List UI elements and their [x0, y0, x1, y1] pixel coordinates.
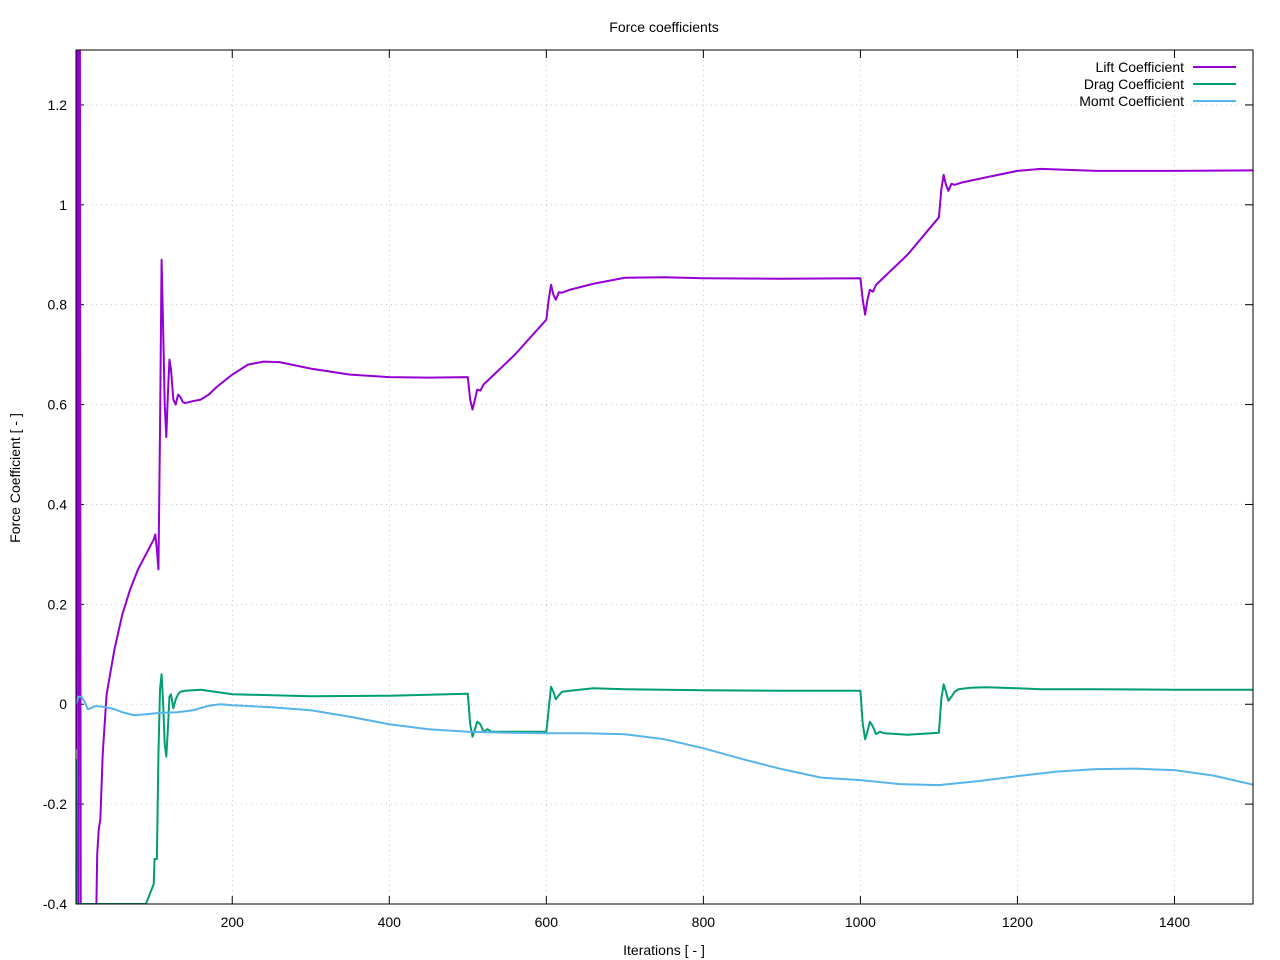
x-tick-label: 400 [378, 914, 402, 930]
x-tick-label: 1200 [1002, 914, 1033, 930]
axis-ticks: 200 400 600 800 1000 1200 1400 -0.4 -0.2 0 0.2 0.4 0… [43, 50, 1253, 930]
x-tick-label: 800 [692, 914, 716, 930]
chart-title: Force coefficients [609, 19, 718, 35]
plot-frame [75, 49, 1254, 905]
x-tick-label: 600 [535, 914, 559, 930]
momt-coefficient-line [76, 695, 1253, 787]
y-tick-label: -0.2 [43, 796, 67, 812]
x-tick-label: 1400 [1159, 914, 1190, 930]
series-layer [76, 50, 1253, 904]
y-tick-label: 0.2 [48, 596, 68, 612]
y-tick-label: 0 [59, 696, 67, 712]
y-tick-label: 0.6 [48, 397, 68, 413]
drag-coefficient-line [76, 673, 1253, 904]
y-tick-label: 1.2 [48, 97, 68, 113]
legend-label-drag-coefficient: Drag Coefficient [1084, 76, 1184, 92]
grid [76, 50, 1253, 905]
legend-label-momt-coefficient: Momt Coefficient [1079, 93, 1184, 109]
legend-label-lift-coefficient: Lift Coefficient [1096, 59, 1185, 75]
x-axis-label: Iterations [ - ] [623, 942, 705, 958]
lift-coefficient-line [76, 50, 1253, 904]
y-tick-label: 1 [59, 197, 67, 213]
x-tick-label: 200 [221, 914, 245, 930]
y-tick-label: 0.8 [48, 297, 68, 313]
y-tick-label: -0.4 [43, 896, 67, 912]
y-tick-label: 0.4 [48, 496, 68, 512]
y-axis-label: Force Coefficient [ - ] [7, 413, 23, 543]
x-tick-label: 1000 [845, 914, 876, 930]
